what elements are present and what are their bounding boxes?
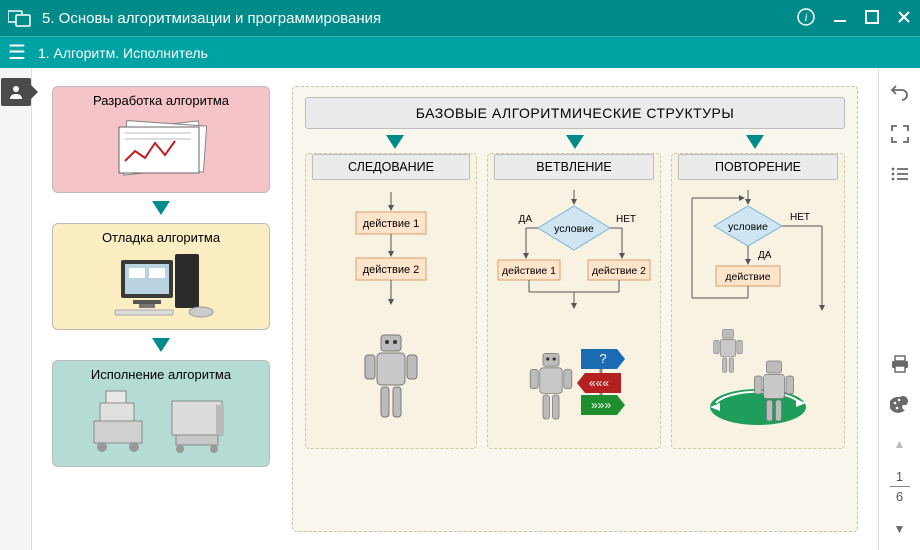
arrow-down-icon bbox=[566, 135, 584, 149]
maximize-icon[interactable] bbox=[864, 9, 880, 28]
struct-title: ВЕТВЛЕНИЕ bbox=[494, 154, 654, 180]
stage-label: Разработка алгоритма bbox=[61, 93, 261, 108]
branch-flowchart: условие ДА НЕТ действие 1 действие 2 bbox=[494, 188, 654, 318]
arrow-down-icon bbox=[152, 338, 170, 352]
debug-illustration bbox=[61, 249, 261, 321]
svg-text:действие 1: действие 1 bbox=[363, 218, 420, 230]
list-icon[interactable] bbox=[891, 166, 909, 187]
sequence-robot bbox=[312, 322, 470, 442]
close-icon[interactable] bbox=[896, 9, 912, 28]
subtitle-bar: ☰ 1. Алгоритм. Исполнитель bbox=[0, 36, 920, 68]
stage-card-execute: Исполнение алгоритма bbox=[52, 360, 270, 467]
palette-icon[interactable] bbox=[890, 396, 910, 419]
arrow-down-icon bbox=[152, 201, 170, 215]
stage-label: Отладка алгоритма bbox=[61, 230, 261, 245]
svg-text:действие 2: действие 2 bbox=[592, 265, 646, 277]
content-area: Разработка алгоритма Отладка алгоритма bbox=[32, 68, 878, 550]
struct-title: СЛЕДОВАНИЕ bbox=[312, 154, 470, 180]
structures-panel: БАЗОВЫЕ АЛГОРИТМИЧЕСКИЕ СТРУКТУРЫ СЛЕДОВ… bbox=[292, 86, 858, 532]
svg-text:?: ? bbox=[599, 351, 606, 366]
develop-illustration bbox=[61, 112, 261, 184]
svg-text:действие: действие bbox=[725, 271, 770, 283]
page-up-icon[interactable]: ▲ bbox=[894, 437, 906, 451]
loop-flowchart: условие НЕТ ДА действие bbox=[678, 188, 838, 318]
undo-icon[interactable] bbox=[890, 82, 910, 107]
svg-text:действие 1: действие 1 bbox=[502, 265, 556, 277]
titlebar: 5. Основы алгоритмизации и программирова… bbox=[0, 0, 920, 36]
execute-illustration bbox=[61, 386, 261, 458]
stage-label: Исполнение алгоритма bbox=[61, 367, 261, 382]
stage-card-develop: Разработка алгоритма bbox=[52, 86, 270, 193]
page-current: 1 bbox=[896, 469, 903, 484]
app-icon bbox=[8, 8, 32, 28]
print-icon[interactable] bbox=[891, 355, 909, 378]
svg-text:ДА: ДА bbox=[519, 214, 533, 225]
svg-text:ДА: ДА bbox=[758, 250, 772, 261]
struct-loop: ПОВТОРЕНИЕ условие НЕТ ДА bbox=[671, 153, 845, 449]
svg-text:«««: ««« bbox=[589, 376, 609, 390]
user-tab[interactable] bbox=[1, 78, 31, 106]
svg-text:НЕТ: НЕТ bbox=[790, 212, 810, 223]
pager: 1 6 bbox=[890, 469, 910, 504]
stage-card-debug: Отладка алгоритма bbox=[52, 223, 270, 330]
struct-sequence: СЛЕДОВАНИЕ действие 1 действие 2 bbox=[305, 153, 477, 449]
structures-title: БАЗОВЫЕ АЛГОРИТМИЧЕСКИЕ СТРУКТУРЫ bbox=[305, 97, 845, 129]
menu-icon[interactable]: ☰ bbox=[8, 40, 26, 65]
arrow-down-icon bbox=[386, 135, 404, 149]
subtitle-text: 1. Алгоритм. Исполнитель bbox=[38, 45, 208, 61]
window-title: 5. Основы алгоритмизации и программирова… bbox=[42, 10, 381, 27]
stages-column: Разработка алгоритма Отладка алгоритма bbox=[52, 86, 270, 532]
struct-branch: ВЕТВЛЕНИЕ условие ДА НЕТ bbox=[487, 153, 661, 449]
page-down-icon[interactable]: ▼ bbox=[894, 522, 906, 536]
info-icon[interactable]: i bbox=[796, 7, 816, 30]
page-total: 6 bbox=[896, 489, 903, 504]
branch-robot: ? ««« »»» bbox=[494, 322, 654, 442]
svg-text:условие: условие bbox=[728, 221, 768, 233]
left-rail bbox=[0, 68, 32, 550]
fullscreen-icon[interactable] bbox=[891, 125, 909, 148]
minimize-icon[interactable] bbox=[832, 9, 848, 28]
arrow-down-icon bbox=[746, 135, 764, 149]
window-controls: i bbox=[796, 7, 912, 30]
loop-robot bbox=[678, 322, 838, 442]
sequence-flowchart: действие 1 действие 2 bbox=[312, 188, 470, 318]
svg-text:»»»: »»» bbox=[591, 398, 611, 412]
right-rail: ▲ 1 6 ▼ bbox=[878, 68, 920, 550]
svg-text:НЕТ: НЕТ bbox=[616, 214, 636, 225]
svg-text:условие: условие bbox=[554, 223, 594, 235]
struct-title: ПОВТОРЕНИЕ bbox=[678, 154, 838, 180]
svg-text:действие 2: действие 2 bbox=[363, 264, 420, 276]
svg-text:i: i bbox=[804, 10, 807, 24]
